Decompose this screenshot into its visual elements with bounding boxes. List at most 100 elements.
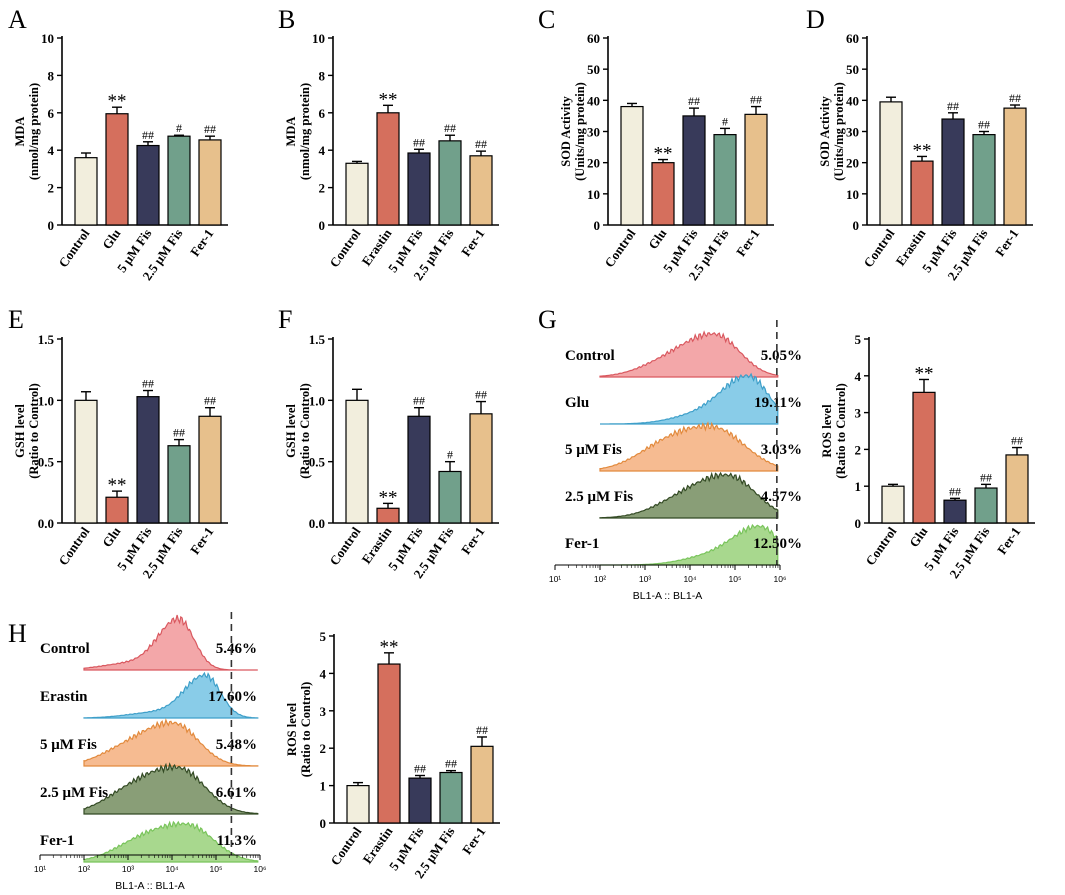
y-tick-label: 0 (319, 218, 326, 233)
y-tick-label: 1 (320, 779, 327, 794)
panel-label: A (8, 5, 27, 34)
sample-label: 2.5 μM Fis (40, 785, 108, 801)
bar-chart-C: C 0 10 20 30 40 50 60 SOD Activity (Units/mg prot… (538, 5, 774, 283)
x-tick-label: 10⁶ (254, 864, 267, 874)
y-axis-label: ROS level (285, 702, 299, 756)
sample-label: Fer-1 (40, 833, 74, 849)
y-axis-label: (Ratio to Control) (299, 682, 313, 778)
x-tick-label: Control (55, 226, 92, 270)
gate-percent: 12.50% (753, 536, 802, 552)
bar-1 (879, 101, 903, 226)
y-tick-label: 0 (320, 816, 327, 831)
y-axis-label: ROS level (820, 404, 834, 458)
histogram-curve-3 (599, 421, 779, 472)
y-tick-label: 4 (855, 369, 862, 384)
significance-mark: ## (1011, 434, 1023, 448)
significance-mark: ** (108, 91, 127, 112)
x-tick-label: Glu (99, 226, 123, 252)
bar-chart-F: F 0.0 0.5 1.0 1.5 GSH level (Ratio to Control)… (278, 305, 499, 581)
y-tick-label: 2 (855, 442, 862, 457)
bar-3 (136, 144, 160, 226)
bar-5 (1005, 454, 1029, 524)
bar-5 (198, 139, 222, 226)
x-tick-label: 10⁴ (165, 864, 178, 874)
x-tick-label: 10¹ (34, 864, 46, 874)
y-tick-label: 10 (587, 187, 600, 202)
histogram-curve-1 (599, 330, 779, 378)
y-tick-label: 10 (312, 31, 325, 46)
y-tick-label: 4 (320, 666, 327, 681)
bar-4 (167, 135, 191, 226)
x-tick-label: Control (860, 226, 897, 270)
bar-4 (439, 771, 463, 824)
significance-mark: ## (947, 99, 959, 113)
bar-4 (713, 134, 737, 226)
y-axis-label: (Units/mg protein) (832, 82, 846, 181)
gate-percent: 3.03% (761, 442, 802, 458)
y-tick-label: 2 (48, 181, 55, 196)
significance-mark: ** (108, 475, 127, 496)
significance-mark: ## (414, 762, 426, 776)
x-tick-label: Fer-1 (187, 226, 216, 259)
significance-mark: # (722, 114, 728, 128)
bar-1 (881, 485, 905, 524)
bar-3 (408, 777, 432, 824)
bar-2 (910, 160, 934, 226)
y-tick-label: 0 (48, 218, 55, 233)
bar-5 (469, 155, 493, 226)
bar-chart-H2: 0 1 2 3 4 5 ROS level (Ratio to Control) Control… (285, 629, 500, 881)
x-tick-label: Glu (99, 524, 123, 550)
bar-1 (346, 784, 370, 824)
bar-3 (682, 115, 706, 226)
y-tick-label: 0 (853, 218, 860, 233)
bar-chart-G2: 0 1 2 3 4 5 ROS level (Ratio to Control) Control… (820, 332, 1035, 581)
x-tick-label: Fer-1 (458, 524, 487, 557)
significance-mark: ## (413, 135, 425, 149)
x-tick-label: 10¹ (549, 574, 561, 584)
y-tick-label: 8 (319, 68, 326, 83)
bar-5 (469, 413, 493, 524)
bar-1 (345, 162, 369, 226)
x-tick-label: Fer-1 (733, 226, 762, 259)
y-tick-label: 20 (587, 156, 600, 171)
bar-chart-E: E 0.0 0.5 1.0 1.5 GSH level (Ratio to Control)… (8, 305, 228, 581)
y-axis-label: MDA (13, 117, 27, 147)
y-tick-label: 0 (855, 516, 862, 531)
y-tick-label: 0.5 (309, 455, 326, 470)
x-tick-label: 10⁵ (729, 574, 742, 584)
histogram-curve-2 (600, 372, 779, 425)
y-tick-label: 60 (587, 31, 600, 46)
sample-label: 5 μM Fis (40, 737, 97, 753)
significance-mark: ## (475, 388, 487, 402)
gate-percent: 19.11% (754, 395, 802, 411)
bar-1 (345, 399, 369, 524)
y-axis-label: SOD Activity (559, 96, 573, 167)
bar-4 (438, 470, 462, 524)
gate-percent: 17.60% (208, 689, 257, 705)
gate-percent: 11.3% (217, 833, 257, 849)
x-tick-label: 10³ (122, 864, 134, 874)
y-axis-label: (Ratio to Control) (298, 383, 312, 479)
sample-label: Control (40, 641, 90, 657)
significance-mark: ** (379, 487, 398, 508)
bar-1 (620, 105, 644, 226)
y-tick-label: 20 (846, 156, 859, 171)
bar-5 (744, 113, 768, 226)
bar-2 (105, 113, 129, 226)
significance-mark: ## (204, 122, 216, 136)
bar-4 (972, 134, 996, 226)
y-tick-label: 6 (48, 106, 55, 121)
y-tick-label: 10 (846, 187, 859, 202)
y-tick-label: 1 (855, 479, 862, 494)
y-tick-label: 0.5 (38, 455, 55, 470)
significance-mark: ## (949, 484, 961, 498)
gate-percent: 4.57% (761, 489, 802, 505)
bar-1 (74, 399, 98, 524)
significance-mark: # (176, 121, 182, 135)
x-tick-label: Fer-1 (992, 226, 1021, 259)
panel-label: B (278, 5, 295, 34)
y-tick-label: 1.0 (309, 393, 325, 408)
significance-mark: ** (913, 140, 932, 161)
